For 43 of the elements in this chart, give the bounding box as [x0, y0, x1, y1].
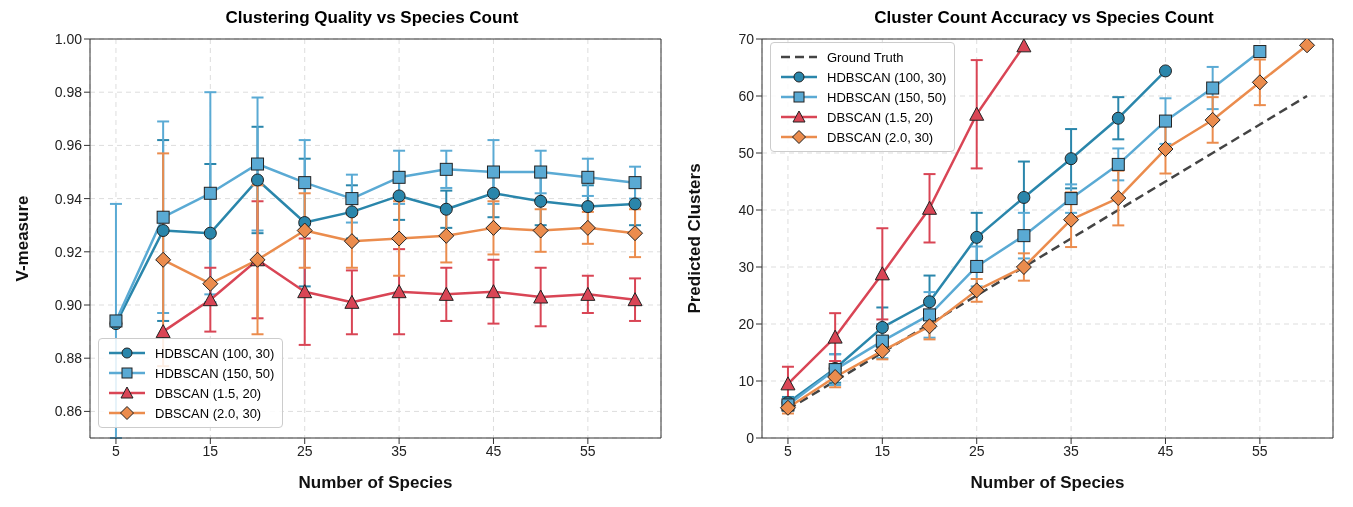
y-tick-label: 50	[738, 144, 755, 161]
y-tick-label: 0.88	[54, 350, 83, 367]
y-tick-label: 0.92	[54, 243, 83, 260]
x-tick-label: 5	[112, 442, 121, 459]
x-tick-label: 15	[202, 442, 219, 459]
legend-label: HDBSCAN (150, 50)	[827, 89, 947, 105]
x-tick-label: 5	[784, 442, 793, 459]
y-tick-label: 0	[746, 429, 755, 446]
x-axis-title: Number of Species	[298, 473, 453, 492]
x-tick-label: 35	[391, 442, 408, 459]
chart-title: Cluster Count Accuracy vs Species Count	[873, 8, 1215, 29]
y-tick-label: 20	[738, 315, 755, 332]
legend-label: DBSCAN (1.5, 20)	[155, 385, 262, 401]
x-tick-label: 55	[1252, 442, 1268, 459]
y-tick-label: 40	[738, 201, 755, 218]
y-axis-title: Predicted Clusters	[685, 163, 705, 314]
x-tick-label: 45	[485, 442, 502, 459]
legend-label: DBSCAN (1.5, 20)	[827, 109, 934, 125]
y-tick-label: 0.94	[54, 190, 83, 207]
legend-label: HDBSCAN (150, 50)	[155, 365, 275, 381]
y-tick-label: 30	[738, 258, 755, 275]
y-tick-label: 10	[738, 372, 755, 389]
y-tick-label: 0.86	[54, 403, 83, 420]
x-tick-label: 35	[1063, 442, 1080, 459]
y-tick-label: 0.98	[54, 84, 83, 101]
legend-label: HDBSCAN (100, 30)	[155, 345, 275, 361]
legend-label: Ground Truth	[827, 49, 904, 65]
x-tick-label: 45	[1157, 442, 1174, 459]
x-tick-label: 25	[296, 442, 313, 459]
x-tick-label: 15	[874, 442, 891, 459]
x-tick-label: 55	[580, 442, 596, 459]
y-tick-label: 70	[738, 30, 755, 47]
legend-label: HDBSCAN (100, 30)	[827, 69, 947, 85]
x-tick-label: 25	[968, 442, 985, 459]
y-tick-label: 1.00	[54, 30, 83, 47]
y-axis-title: V-measure	[13, 195, 33, 282]
y-tick-label: 0.96	[54, 137, 83, 154]
y-tick-label: 0.90	[54, 296, 83, 313]
legend-label: DBSCAN (2.0, 30)	[155, 405, 262, 421]
y-tick-label: 60	[738, 87, 755, 104]
x-axis-title: Number of Species	[970, 473, 1125, 492]
legend-label: DBSCAN (2.0, 30)	[827, 129, 934, 145]
chart-title: Clustering Quality vs Species Count	[224, 8, 520, 29]
